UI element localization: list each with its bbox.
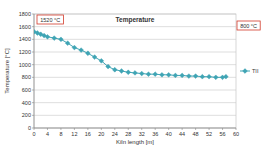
y-tick-label: 0 [28, 125, 31, 131]
y-tick-label: 1000 [19, 62, 31, 68]
y-tick-label: 1400 [19, 36, 31, 42]
data-point [213, 75, 218, 80]
grid-line [34, 64, 236, 65]
data-point [153, 72, 158, 77]
data-point [200, 74, 205, 79]
data-point [52, 36, 57, 41]
annotation-box [237, 21, 260, 30]
legend-label: TII [252, 68, 259, 74]
x-tick-label: 48 [193, 131, 199, 137]
data-point [79, 48, 84, 53]
y-axis-label: Temperature [°C] [4, 48, 10, 94]
plot-area [34, 14, 236, 128]
grid-line [34, 26, 236, 27]
chart: 0200400600800100012001400160018000481216… [0, 0, 268, 154]
x-tick-label: 36 [152, 131, 158, 137]
y-tick-label: 800 [22, 74, 31, 80]
data-point [133, 71, 138, 76]
data-point [106, 64, 111, 69]
grid-line [34, 52, 236, 53]
data-point [166, 72, 171, 77]
data-point [119, 69, 124, 74]
data-point [65, 41, 70, 46]
data-point [85, 51, 90, 56]
data-point [45, 34, 50, 39]
series-group [34, 29, 228, 79]
data-point [72, 45, 77, 50]
y-tick-label: 400 [22, 100, 31, 106]
x-tick-label: 32 [139, 131, 145, 137]
x-tick-label: 28 [125, 131, 131, 137]
data-point [99, 58, 104, 63]
y-tick-label: 1800 [19, 11, 31, 17]
grid-line [34, 102, 236, 103]
x-tick-label: 56 [219, 131, 225, 137]
data-point [160, 72, 165, 77]
data-point [59, 37, 64, 42]
data-point [224, 74, 229, 79]
data-point [146, 72, 151, 77]
data-point [193, 74, 198, 79]
data-point [139, 71, 144, 76]
y-tick-label: 1200 [19, 49, 31, 55]
grid-line [34, 39, 236, 40]
title: Temperature [116, 16, 155, 24]
annotation: 800 °C [240, 23, 257, 29]
data-point [126, 70, 131, 75]
annotation-box [37, 15, 63, 24]
x-tick-label: 20 [98, 131, 104, 137]
y-tick-label: 1600 [19, 24, 31, 30]
x-tick-label: 4 [46, 131, 49, 137]
data-point [92, 55, 97, 60]
y-tick-label: 600 [22, 87, 31, 93]
x-axis [34, 128, 236, 129]
grid-line [34, 115, 236, 116]
x-tick-label: 16 [85, 131, 91, 137]
y-tick-label: 200 [22, 112, 31, 118]
x-axis-label: Kiln length [m] [116, 139, 154, 145]
data-point [186, 74, 191, 79]
grid-line [34, 128, 236, 129]
data-point [207, 74, 212, 79]
grid-line [34, 90, 236, 91]
data-point [180, 73, 185, 78]
x-tick-label: 40 [166, 131, 172, 137]
x-tick-label: 12 [71, 131, 77, 137]
x-tick-label: 8 [59, 131, 62, 137]
background [0, 0, 268, 154]
x-tick-label: 44 [179, 131, 185, 137]
data-point [173, 73, 178, 78]
series-line [34, 32, 226, 78]
grid-line [34, 14, 236, 15]
annotation: 1520 °C [40, 17, 60, 23]
x-tick-label: 60 [233, 131, 239, 137]
legend-marker [243, 69, 248, 74]
x-tick-label: 24 [112, 131, 118, 137]
x-tick-label: 52 [206, 131, 212, 137]
data-point [112, 67, 117, 72]
x-tick-label: 0 [32, 131, 35, 137]
